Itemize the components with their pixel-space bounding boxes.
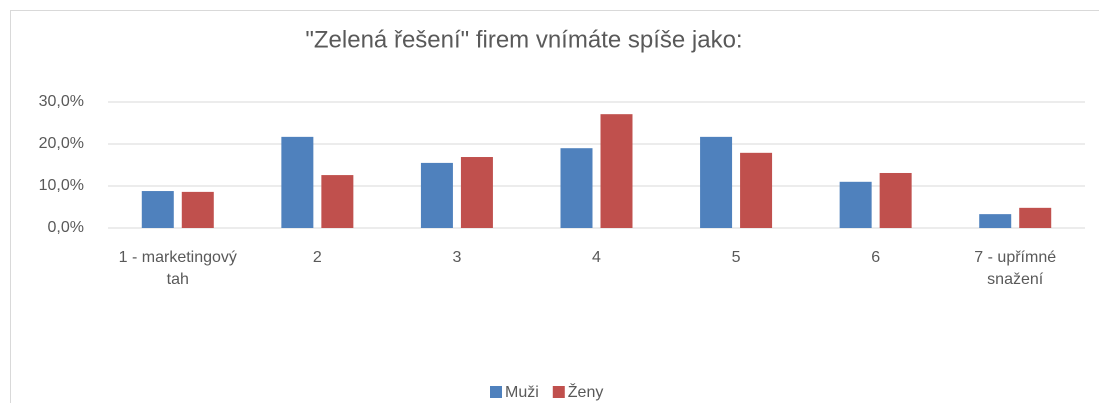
bar xyxy=(700,136,733,228)
x-tick-label: 4 xyxy=(592,249,601,266)
legend-label: Muži xyxy=(505,384,539,401)
x-tick-label: 7 - upřímné snažení xyxy=(974,249,1057,288)
bar xyxy=(1019,207,1052,228)
y-tick-label: 30,0% xyxy=(39,93,84,110)
chart-border xyxy=(10,10,1099,403)
y-tick-label: 20,0% xyxy=(39,135,84,152)
x-tick-label: 1 - marketingový tah xyxy=(118,249,237,288)
x-tick-label: 5 xyxy=(731,249,741,266)
bar xyxy=(141,191,174,228)
bar xyxy=(281,136,314,228)
bar xyxy=(979,214,1012,228)
bar xyxy=(321,175,354,228)
x-tick-label: 3 xyxy=(452,249,462,266)
bar xyxy=(839,181,872,228)
legend-swatch xyxy=(552,386,565,398)
y-tick-label: 0,0% xyxy=(48,219,84,236)
bar xyxy=(600,114,633,228)
x-tick-label: 6 xyxy=(871,249,881,266)
bar xyxy=(879,172,912,228)
bar xyxy=(460,157,493,228)
chart-title: "Zelená řešení" firem vnímáte spíše jako… xyxy=(305,26,742,53)
bar xyxy=(740,152,773,228)
bar xyxy=(181,191,214,228)
legend-swatch xyxy=(490,386,502,398)
bar xyxy=(560,148,593,228)
x-tick-label: 2 xyxy=(312,249,322,266)
legend-label: Ženy xyxy=(568,382,604,401)
bar xyxy=(420,162,453,228)
y-tick-label: 10,0% xyxy=(39,177,84,194)
